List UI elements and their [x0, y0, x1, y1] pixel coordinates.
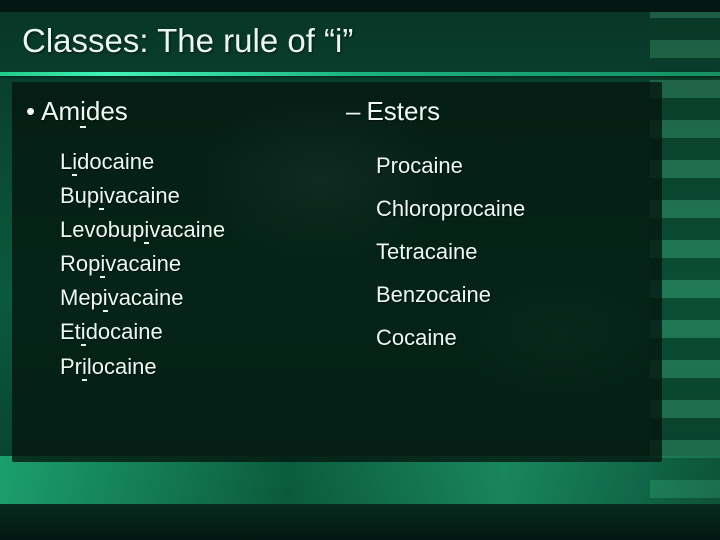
column-amides: •Amides Lidocaine Bupivacaine Levobupiva… — [12, 82, 342, 462]
list-item: Procaine — [376, 145, 652, 188]
list-item: Benzocaine — [376, 274, 652, 317]
esters-heading-text: Esters — [366, 96, 440, 126]
list-item: Levobupivacaine — [60, 213, 332, 247]
item-post: vacaine — [149, 217, 225, 242]
title-underline — [0, 72, 720, 76]
bullet-icon: • — [26, 96, 35, 126]
list-item: Cocaine — [376, 317, 652, 360]
content-box: •Amides Lidocaine Bupivacaine Levobupiva… — [12, 82, 662, 462]
list-item: Ropivacaine — [60, 247, 332, 281]
esters-heading: –Esters — [346, 96, 652, 127]
amides-heading: •Amides — [26, 96, 332, 127]
slide: Classes: The rule of “i” •Amides Lidocai… — [0, 0, 720, 540]
item-pre: Et — [60, 319, 81, 344]
list-item: Etidocaine — [60, 315, 332, 349]
item-post: docaine — [86, 319, 163, 344]
esters-list: Procaine Chloroprocaine Tetracaine Benzo… — [346, 145, 652, 359]
item-post: docaine — [77, 149, 154, 174]
list-item: Prilocaine — [60, 350, 332, 384]
item-post: vacaine — [104, 183, 180, 208]
item-post: vacaine — [108, 285, 184, 310]
list-item: Bupivacaine — [60, 179, 332, 213]
list-item: Tetracaine — [376, 231, 652, 274]
item-pre: Bup — [60, 183, 99, 208]
list-item: Chloroprocaine — [376, 188, 652, 231]
list-item: Lidocaine — [60, 145, 332, 179]
columns: •Amides Lidocaine Bupivacaine Levobupiva… — [12, 82, 662, 462]
item-post: locaine — [87, 354, 157, 379]
list-item: Mepivacaine — [60, 281, 332, 315]
item-pre: Mep — [60, 285, 103, 310]
dash-icon: – — [346, 96, 360, 126]
item-pre: L — [60, 149, 72, 174]
item-pre: Pr — [60, 354, 82, 379]
amides-heading-pre: Am — [41, 96, 80, 126]
slide-title: Classes: The rule of “i” — [22, 22, 690, 60]
amides-heading-post: des — [86, 96, 128, 126]
amides-list: Lidocaine Bupivacaine Levobupivacaine Ro… — [26, 145, 332, 384]
item-post: vacaine — [105, 251, 181, 276]
column-esters: –Esters Procaine Chloroprocaine Tetracai… — [342, 82, 662, 462]
item-pre: Levobup — [60, 217, 144, 242]
item-pre: Rop — [60, 251, 100, 276]
